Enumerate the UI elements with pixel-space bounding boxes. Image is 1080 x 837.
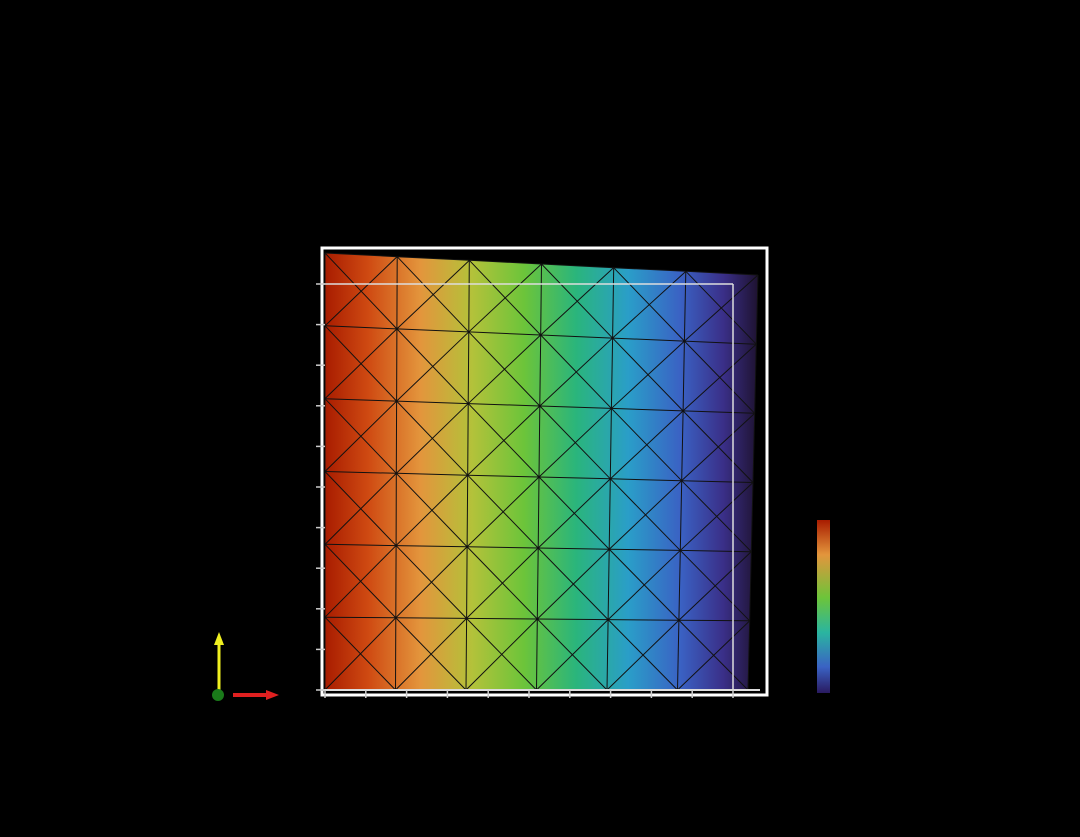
mesh-diagonal [607,619,678,691]
mesh-diagonal [611,408,683,482]
mesh-diagonal [324,471,397,546]
mesh-diagonal [538,476,610,550]
mesh-diagonal [324,616,396,691]
mesh-diagonal [682,410,754,483]
mesh-diagonal [468,259,542,336]
axis-z-marker [212,689,224,701]
axis-y-arrowhead [214,632,224,645]
mesh-diagonal [541,263,613,339]
mesh-diagonal [395,472,468,548]
mesh-diagonal [466,546,538,620]
mesh-diagonal [681,480,752,553]
mesh-diagonal [396,328,469,404]
mesh-diagonal [613,267,685,342]
mesh-diagonal [324,325,397,402]
mesh-diagonal [684,340,756,414]
mesh-diagonal [467,474,539,549]
mesh-diagonal [324,252,398,330]
mesh-diagonal [539,405,611,480]
mesh-diagonal [396,256,470,333]
mesh-diagonal [466,618,537,691]
mesh-diagonal [324,398,397,474]
mesh-diagonal [396,400,469,476]
mesh-diagonal [395,617,467,691]
mesh-diagonal [537,547,609,620]
color-bar [817,520,830,693]
mesh-diagonal [612,337,684,412]
bounding-box [320,246,769,697]
mesh-diagonal [536,618,608,691]
mesh-surface [325,253,758,690]
mesh-diagonal [324,543,397,619]
axis-x-arrowhead [266,690,279,700]
mesh-diagonal [395,545,467,619]
mesh-diagonal [467,403,540,478]
mesh-diagonal [678,619,749,691]
mesh-diagonal [468,331,541,407]
axis-ticks [316,283,734,698]
mesh-diagonal [679,550,751,622]
mesh-diagonal [609,478,681,551]
mesh-diagonal [540,334,612,409]
mesh [324,252,759,691]
mesh-diagonal [608,548,680,621]
